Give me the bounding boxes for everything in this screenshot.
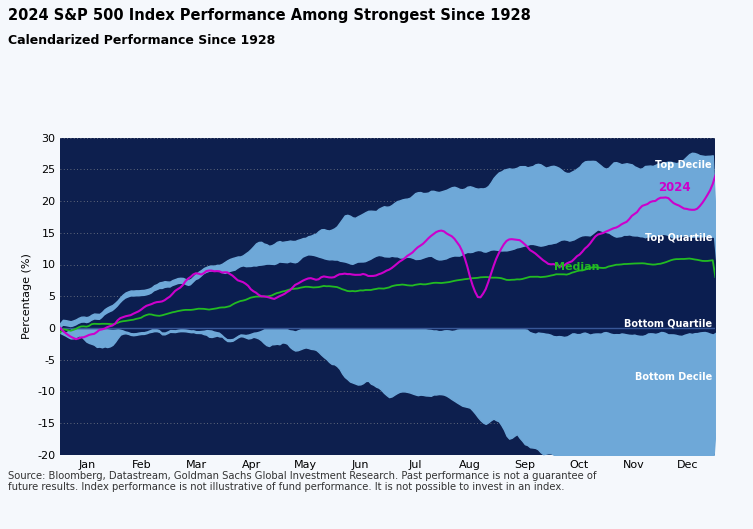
Text: 2024 S&P 500 Index Performance Among Strongest Since 1928: 2024 S&P 500 Index Performance Among Str… bbox=[8, 8, 530, 23]
Text: Top Quartile: Top Quartile bbox=[645, 233, 712, 243]
Text: Bottom Quartile: Bottom Quartile bbox=[624, 318, 712, 329]
Text: Source: Bloomberg, Datastream, Goldman Sachs Global Investment Research. Past pe: Source: Bloomberg, Datastream, Goldman S… bbox=[8, 471, 596, 492]
Text: Bottom Decile: Bottom Decile bbox=[635, 372, 712, 382]
Text: Median: Median bbox=[553, 262, 599, 272]
Text: Calendarized Performance Since 1928: Calendarized Performance Since 1928 bbox=[8, 34, 275, 48]
Text: 2024: 2024 bbox=[658, 181, 691, 194]
Y-axis label: Percentage (%): Percentage (%) bbox=[22, 253, 32, 339]
Text: Top Decile: Top Decile bbox=[655, 160, 712, 170]
